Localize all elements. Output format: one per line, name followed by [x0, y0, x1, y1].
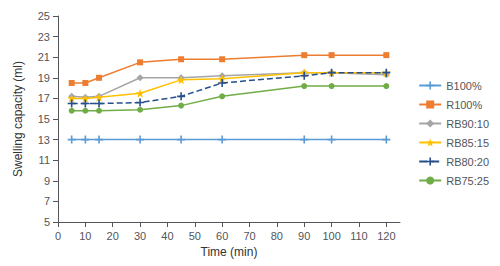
svg-text:R100%: R100%: [446, 99, 482, 111]
svg-text:B100%: B100%: [446, 80, 482, 92]
svg-text:19: 19: [38, 72, 50, 84]
svg-text:RB80:20: RB80:20: [446, 156, 489, 168]
svg-text:RB75:25: RB75:25: [446, 175, 489, 187]
svg-text:7: 7: [44, 195, 50, 207]
svg-text:100: 100: [322, 230, 340, 242]
svg-text:80: 80: [271, 230, 283, 242]
svg-text:40: 40: [161, 230, 173, 242]
svg-text:RB90:10: RB90:10: [446, 118, 489, 130]
svg-text:60: 60: [216, 230, 228, 242]
svg-text:120: 120: [377, 230, 395, 242]
svg-text:21: 21: [38, 51, 50, 63]
svg-text:20: 20: [107, 230, 119, 242]
svg-text:15: 15: [38, 113, 50, 125]
svg-text:Time (min): Time (min): [201, 245, 258, 259]
svg-text:0: 0: [55, 230, 61, 242]
svg-text:13: 13: [38, 134, 50, 146]
svg-text:RB85:15: RB85:15: [446, 137, 489, 149]
svg-text:90: 90: [298, 230, 310, 242]
svg-text:9: 9: [44, 175, 50, 187]
svg-text:23: 23: [38, 31, 50, 43]
svg-text:5: 5: [44, 216, 50, 228]
svg-text:Swelling capacity (ml): Swelling capacity (ml): [11, 61, 25, 177]
svg-text:110: 110: [350, 230, 368, 242]
svg-text:30: 30: [134, 230, 146, 242]
svg-text:25: 25: [38, 10, 50, 22]
svg-text:70: 70: [243, 230, 255, 242]
svg-text:17: 17: [38, 92, 50, 104]
svg-text:10: 10: [79, 230, 91, 242]
svg-text:50: 50: [189, 230, 201, 242]
svg-text:11: 11: [39, 154, 50, 166]
